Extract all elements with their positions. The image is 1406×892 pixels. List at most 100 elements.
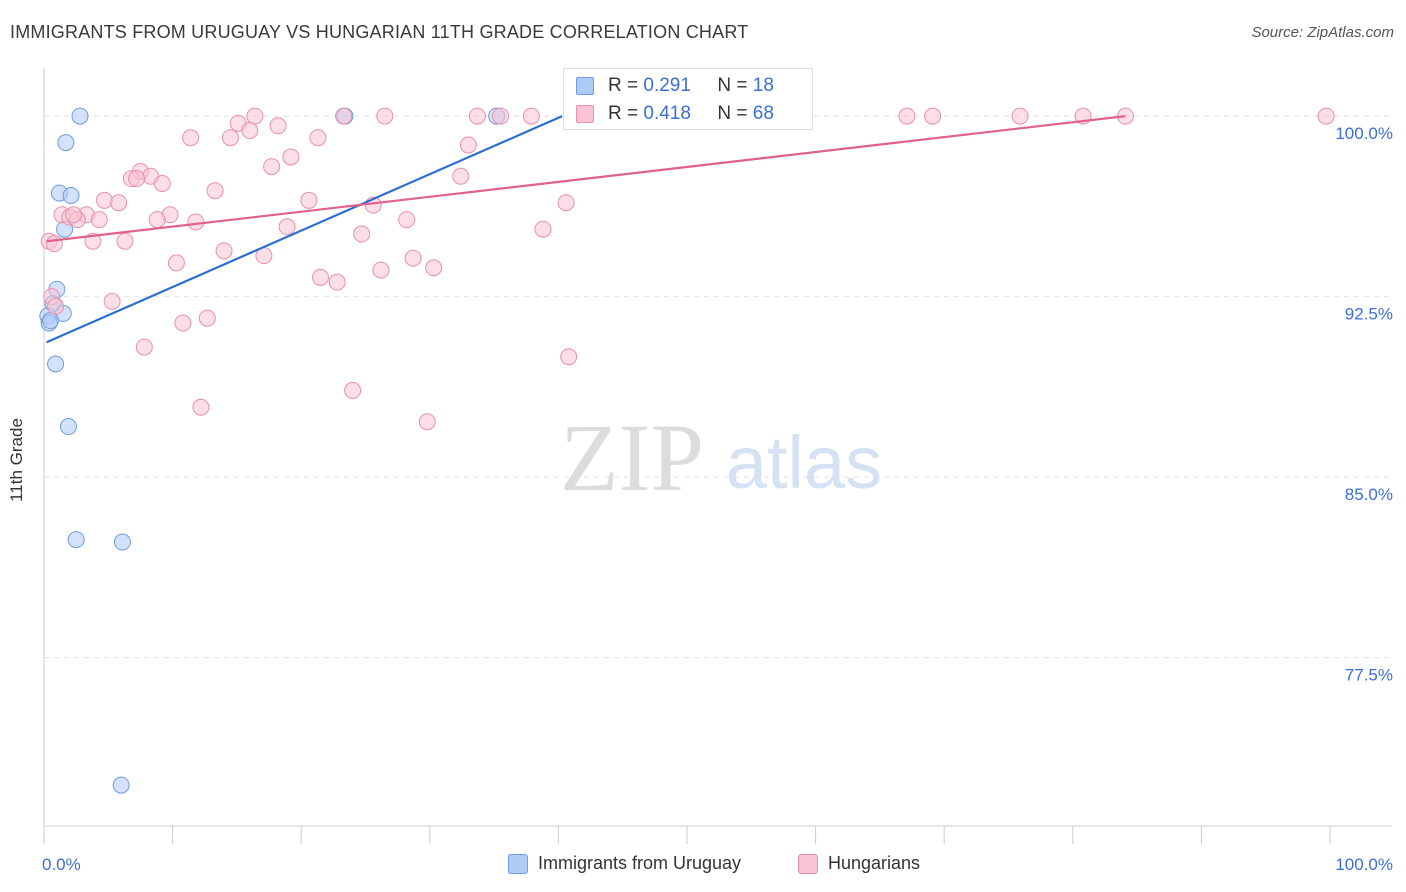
x-tick-label-min: 0.0% [42, 855, 81, 874]
data-point [45, 235, 63, 253]
legend: Immigrants from Uruguay Hungarians [0, 850, 1406, 880]
legend-item-uruguay[interactable]: Immigrants from Uruguay [508, 853, 741, 874]
tick-labels: 77.5% 85.0% 92.5% 100.0% 0.0% 100.0% [42, 124, 1393, 874]
r-label: R = [608, 75, 639, 96]
stats-row-hungarians: R = 0.418 N = 68 [576, 103, 774, 125]
watermark-zip: ZIP [560, 404, 704, 511]
data-point [206, 182, 224, 200]
data-point [522, 107, 540, 125]
data-point [278, 218, 296, 236]
data-point [418, 413, 436, 431]
data-point [398, 211, 416, 229]
data-point [215, 242, 233, 260]
n-label: N = [717, 103, 748, 124]
data-point [924, 107, 942, 125]
trend-line-uruguay [46, 115, 563, 344]
data-point [1011, 107, 1029, 125]
r-value-hungarians: 0.418 [643, 103, 691, 124]
stats-swatch-uruguay [576, 77, 594, 95]
data-point [335, 107, 353, 125]
axes [43, 68, 1392, 844]
data-point [174, 314, 192, 332]
data-point [459, 136, 477, 154]
data-points [39, 107, 1335, 794]
n-label: N = [717, 75, 748, 96]
data-point [148, 211, 166, 229]
data-point [300, 191, 318, 209]
data-point [57, 134, 75, 152]
data-point [452, 167, 470, 185]
data-point [492, 107, 510, 125]
data-point [534, 220, 552, 238]
r-value-uruguay: 0.291 [643, 75, 691, 96]
data-point [95, 191, 113, 209]
data-point [263, 158, 281, 176]
data-point [372, 261, 390, 279]
data-point [47, 297, 65, 315]
legend-swatch-hungarians [798, 853, 818, 874]
series-hungarians [40, 107, 1335, 431]
chart-title: IMMIGRANTS FROM URUGUAY VS HUNGARIAN 11T… [10, 22, 749, 42]
gridlines [44, 115, 1392, 659]
legend-item-hungarians[interactable]: Hungarians [798, 853, 920, 874]
data-point [1317, 107, 1335, 125]
data-point [241, 122, 259, 140]
data-point [468, 107, 486, 125]
legend-label-hungarians: Hungarians [828, 853, 921, 873]
correlation-stats-box: R = 0.291 N = 18 R = 0.418 N = 68 [563, 68, 813, 130]
data-point [557, 194, 575, 212]
data-point [41, 312, 59, 330]
legend-swatch-uruguay [508, 853, 528, 874]
stats-row-uruguay: R = 0.291 N = 18 [576, 75, 774, 97]
legend-label-uruguay: Immigrants from Uruguay [538, 853, 742, 873]
data-point [110, 194, 128, 212]
data-point [425, 259, 443, 277]
data-point [167, 254, 185, 272]
data-point [311, 268, 329, 286]
n-value-hungarians: 68 [752, 103, 774, 124]
data-point [59, 418, 77, 436]
data-point [221, 129, 239, 147]
stats-swatch-hungarians [576, 105, 594, 123]
x-tick-label-max: 100.0% [1335, 855, 1393, 874]
data-point [135, 338, 153, 356]
data-point [153, 174, 171, 192]
data-point [67, 531, 85, 549]
data-point [282, 148, 300, 166]
data-point [328, 273, 346, 291]
trend-line-hungarians [46, 115, 1126, 243]
data-point [113, 533, 131, 551]
watermark-atlas: atlas [726, 421, 882, 504]
data-point [560, 348, 578, 366]
trend-lines [46, 115, 1126, 344]
data-point [103, 292, 121, 310]
data-point [128, 170, 146, 188]
data-point [309, 129, 327, 147]
data-point [376, 107, 394, 125]
data-point [47, 355, 65, 373]
y-axis-label: 11th Grade [7, 418, 26, 502]
data-point [353, 225, 371, 243]
data-point [404, 249, 422, 267]
y-tick-label: 100.0% [1335, 124, 1393, 143]
data-point [192, 398, 210, 416]
data-point [344, 381, 362, 399]
r-label: R = [608, 103, 639, 124]
y-tick-label: 77.5% [1345, 666, 1393, 685]
data-point [246, 107, 264, 125]
data-point [71, 107, 89, 125]
data-point [187, 213, 205, 231]
y-tick-label: 92.5% [1345, 305, 1393, 324]
data-point [62, 187, 80, 205]
data-point [269, 117, 287, 135]
data-point [112, 776, 130, 794]
source-label: Source: ZipAtlas.com [1251, 24, 1394, 41]
watermark: ZIP atlas [560, 404, 882, 511]
y-tick-label: 85.0% [1345, 485, 1393, 504]
n-value-uruguay: 18 [752, 75, 774, 96]
data-point [182, 129, 200, 147]
data-point [898, 107, 916, 125]
data-point [90, 211, 108, 229]
data-point [116, 232, 134, 250]
